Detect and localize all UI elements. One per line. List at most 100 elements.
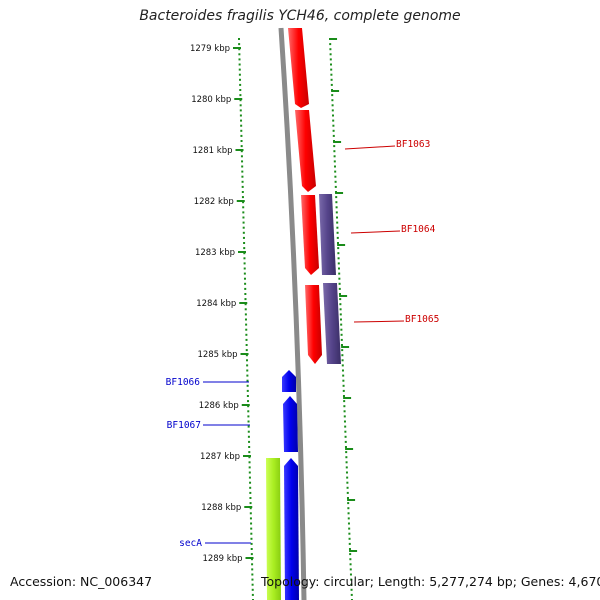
ruler-dot [238, 38, 240, 40]
ruler-dot [250, 553, 253, 556]
ruler-dot [239, 78, 242, 81]
ruler-dot [349, 568, 352, 571]
ruler-dot [344, 446, 347, 448]
ruler-dot [249, 507, 252, 510]
ruler-dot [346, 497, 349, 499]
ruler-tick-label: 1283 kbp [195, 248, 235, 258]
ruler-dot [244, 282, 247, 285]
ruler-dot [244, 298, 247, 301]
gene-bf1065-arrow[interactable] [305, 285, 322, 364]
ruler-dot [240, 129, 243, 132]
ruler-dot [348, 532, 351, 535]
ruler-dot [246, 384, 249, 387]
ruler-dot [250, 532, 253, 535]
ruler-dot [245, 323, 248, 326]
ruler-dot [344, 430, 347, 433]
ruler-dot [347, 502, 350, 505]
ruler-dot [342, 395, 345, 397]
ruler-dot [246, 364, 249, 367]
gene-label-bf1065[interactable]: BF1065 [353, 314, 439, 325]
ruler-dot [242, 231, 245, 234]
ruler-dot [329, 58, 332, 61]
gene-purple-2[interactable] [323, 283, 341, 364]
gene-bf1062-arrow[interactable] [288, 28, 309, 108]
ruler-dot [245, 328, 248, 331]
ruler-dot [243, 257, 246, 260]
ruler-dot [244, 303, 247, 306]
ruler-dot [244, 308, 247, 311]
ruler-dot [343, 400, 346, 403]
ruler-dot [333, 155, 336, 158]
ruler-dot [239, 94, 242, 97]
ruler-dot [240, 119, 243, 122]
ruler-dot [251, 573, 254, 576]
ruler-dot [345, 451, 348, 454]
ruler-dot [246, 374, 249, 377]
gene-label-bf1066[interactable]: BF1066 [166, 377, 249, 388]
ruler-dot [238, 58, 241, 61]
ruler-dot [250, 542, 253, 545]
ruler-dot [341, 369, 344, 372]
ruler-dot [248, 476, 251, 479]
ruler-dot [338, 277, 341, 280]
ruler-dot [238, 53, 241, 56]
ruler-dot [240, 150, 243, 153]
ruler-dot [343, 405, 346, 408]
ruler-dot [239, 114, 242, 117]
ruler-tick-label: 1287 kbp [200, 452, 240, 462]
ruler-dot [247, 435, 250, 438]
ruler-dot [242, 221, 245, 224]
ruler-dot [340, 323, 343, 326]
ruler-dot [329, 43, 332, 46]
ruler-dot [345, 456, 348, 459]
ruler-dot [334, 170, 337, 173]
ruler-dot [239, 83, 242, 86]
ruler-dot [330, 73, 333, 76]
ruler-dot [339, 303, 342, 306]
ruler-dot [338, 287, 341, 290]
ruler-dot [344, 425, 347, 428]
ruler-dot [348, 537, 351, 540]
gene-bf1063-arrow[interactable] [295, 110, 316, 192]
ruler-dot [240, 155, 243, 158]
ruler-dot [343, 410, 346, 413]
gene-bf1064-arrow[interactable] [301, 195, 319, 275]
svg-text:BF1065: BF1065 [405, 314, 439, 325]
gene-purple-1[interactable] [319, 194, 336, 275]
ruler-dot [349, 553, 352, 556]
ruler-dot [243, 262, 246, 265]
ruler-tick-label: 1285 kbp [197, 350, 237, 360]
gene-green-arrow[interactable] [266, 458, 281, 600]
ruler-dot [241, 165, 244, 168]
ruler-dot [345, 471, 348, 474]
gene-label-seca[interactable]: secA [179, 538, 251, 549]
ruler-dot [346, 481, 349, 484]
svg-text:BF1066: BF1066 [166, 377, 201, 388]
gene-bf1066-arrow[interactable] [282, 370, 296, 392]
gene-label-bf1067[interactable]: BF1067 [167, 420, 250, 431]
ruler-dot [238, 63, 241, 66]
ruler-dot [246, 395, 249, 397]
ruler-dot [248, 440, 251, 443]
ruler-dot [334, 180, 337, 183]
ruler-dot [346, 476, 349, 479]
ruler-dot [243, 267, 246, 270]
ruler-dot [247, 400, 250, 403]
ruler-dot [250, 558, 253, 561]
ruler-dot [348, 527, 351, 530]
gene-bf1067-arrow[interactable] [283, 396, 298, 452]
ruler-dot [340, 333, 343, 336]
ruler-dot [336, 236, 339, 239]
gene-label-bf1063[interactable]: BF1063 [344, 139, 430, 150]
ruler-dot [247, 430, 250, 433]
ruler-dot [246, 389, 249, 392]
ruler-tick-label: 1289 kbp [202, 554, 242, 564]
ruler-dot [349, 558, 352, 561]
ruler-tick-label: 1279 kbp [190, 44, 230, 54]
gene-label-bf1064[interactable]: BF1064 [350, 224, 436, 235]
ruler-dot [243, 247, 246, 250]
gene-seca-arrow[interactable] [284, 458, 299, 600]
ruler-dot [337, 267, 340, 270]
ruler-dot [242, 236, 245, 239]
